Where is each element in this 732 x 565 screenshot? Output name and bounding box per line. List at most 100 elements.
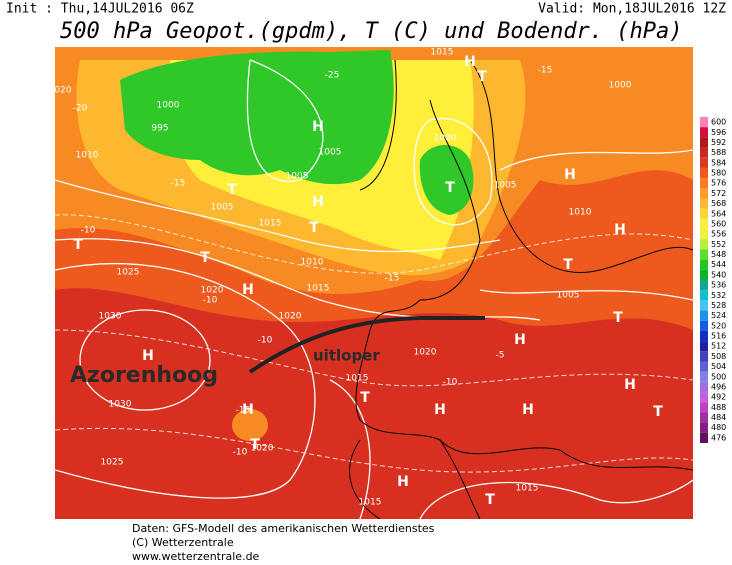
pressure-center: T [445,180,455,196]
contour-label: -5 [496,351,505,361]
colorbar-swatch [700,392,708,403]
colorbar-swatch [700,341,708,352]
colorbar-label: 528 [711,301,726,310]
colorbar-swatch [700,178,708,189]
pressure-center: H [522,402,534,418]
field-green [120,50,394,185]
contour-label: 1020 [49,86,72,96]
contour-label: -20 [73,104,88,114]
colorbar-swatch [700,371,708,382]
pressure-center: H [312,194,324,210]
colorbar-label: 576 [711,179,726,188]
colorbar-label: 536 [711,281,726,290]
pressure-center: H [142,348,154,364]
pressure-center: T [613,310,623,326]
contour-label: 1015 [431,48,454,58]
contour-label: 1020 [251,444,274,454]
pressure-center: H [242,402,254,418]
colorbar-label: 544 [711,260,726,269]
field-green-2 [419,145,474,215]
contour-label: 1015 [359,498,382,508]
pressure-center: H [397,474,409,490]
contour-label: 1020 [201,286,224,296]
colorbar-swatch [700,137,708,148]
coastlines [349,59,693,519]
colorbar-swatch [700,198,708,209]
contour-label: 1025 [101,458,124,468]
contour-label: 1005 [211,203,234,213]
colorbar-label: 588 [711,148,726,157]
colorbar-label: 532 [711,291,726,300]
pressure-center: T [360,390,370,406]
colorbar-label: 504 [711,362,726,371]
colorbar-swatch [700,402,708,413]
contour-label: 1005 [494,181,517,191]
colorbar-swatch [700,412,708,423]
pressure-center: T [485,492,495,508]
colorbar-swatch [700,117,708,128]
pressure-center: H [464,54,476,70]
colorbar-label: 592 [711,138,726,147]
contour-label: 1015 [516,484,539,494]
colorbar-label: 492 [711,393,726,402]
colorbar-label: 572 [711,189,726,198]
contour-label: -15 [236,406,251,416]
colorbar-label: 584 [711,158,726,167]
colorbar-label: 500 [711,372,726,381]
colorbar-swatch [700,422,708,433]
contour-label: 1015 [259,219,282,229]
colorbar-label: 480 [711,423,726,432]
colorbar-label: 552 [711,240,726,249]
colorbar-label: 484 [711,413,726,422]
pressure-center: T [250,437,260,453]
footer-url: www.wetterzentrale.de [132,550,260,563]
colorbar-label: 564 [711,209,726,218]
footer-source: Daten: GFS-Modell des amerikanischen Wet… [132,522,435,535]
colorbar-label: 524 [711,311,726,320]
contour-label: 1000 [157,101,180,111]
pressure-center: T [309,220,319,236]
pressure-center: T [563,257,573,273]
isotherms [55,214,693,473]
contour-label: 1005 [286,172,309,182]
pressure-center: H [434,402,446,418]
pressure-center: H [242,282,254,298]
contour-label: 1005 [319,148,342,158]
colorbar-label: 596 [711,128,726,137]
map-area: 1020100099510101005THT1015TT10251010H102… [49,47,693,519]
colorbar-swatch [700,167,708,179]
contour-label: -15 [538,66,553,76]
colorbar-label: 580 [711,169,726,178]
pressure-center: T [653,404,663,420]
colorbar-swatch [700,351,708,362]
colorbar-swatch [700,218,708,230]
colorbar-swatch [700,147,708,158]
colorbar-swatch [700,157,708,168]
contour-label: 1030 [99,312,122,322]
isobars [55,59,693,519]
colorbar-label: 496 [711,382,726,391]
contour-label: 1030 [109,400,132,410]
trough-line [248,316,485,374]
colorbar-label: 476 [711,433,726,442]
colorbar-swatch [700,432,708,443]
colorbar-swatch [700,320,708,331]
pressure-center: H [312,119,324,135]
pressure-center: T [73,237,83,253]
contour-label: -15 [385,274,400,284]
colorbar-swatch [700,381,708,393]
pressure-center: H [514,332,526,348]
contour-label: 1010 [301,258,324,268]
init-time: Init : Thu,14JUL2016 06Z [6,2,194,17]
contour-label: 1010 [76,151,99,161]
colorbar-swatch [700,310,708,321]
colorbar-label: 516 [711,332,726,341]
contour-label: 1015 [346,374,369,384]
colorbar-swatch [700,300,708,311]
colorbar-swatch [700,280,708,291]
colorbar-swatch [700,208,708,219]
contour-label: 1000 [609,81,632,91]
colorbar-label: 540 [711,270,726,279]
colorbar-swatch [700,127,708,138]
